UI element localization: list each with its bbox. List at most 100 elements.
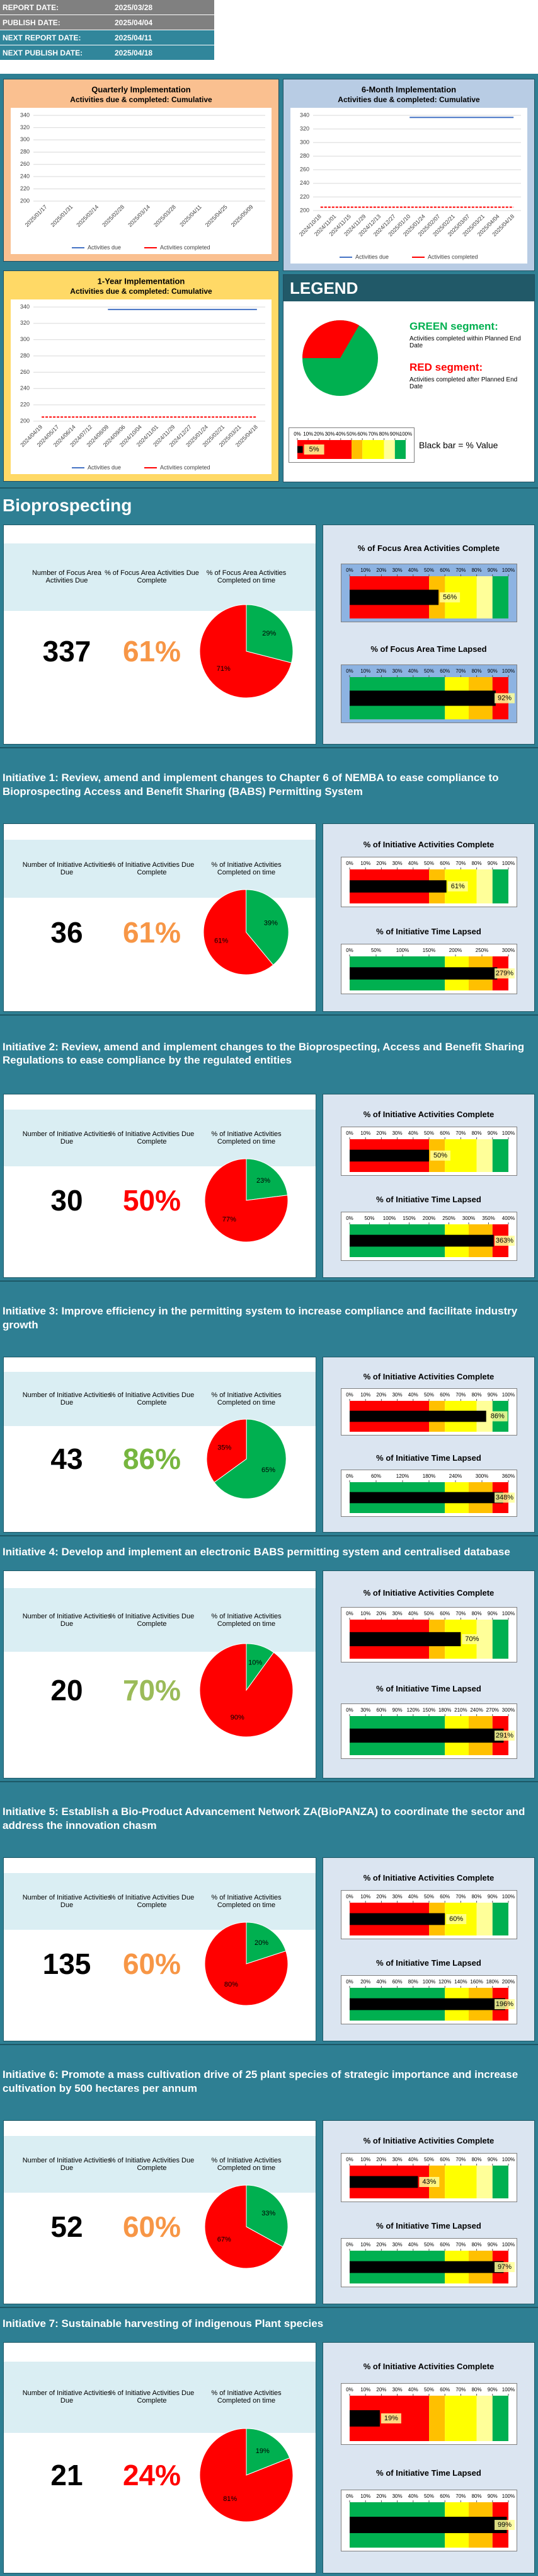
gauge-tick-label: 40% (408, 1611, 418, 1617)
pie-label: 61% (215, 937, 229, 945)
gauge-tick-label: 0% (346, 668, 353, 674)
gauge-tick-label: 100% (502, 2157, 515, 2162)
gauge-bar (350, 1149, 429, 1162)
y-tick-label: 220 (20, 185, 30, 192)
legend-label: Activities completed (160, 244, 210, 250)
date-row: NEXT REPORT DATE: 2025/04/11 (0, 30, 214, 45)
gauge-tick-label: 30% (392, 2242, 403, 2248)
gauge-tick-label: 40% (408, 2242, 418, 2248)
y-tick-label: 260 (20, 161, 30, 167)
section-body: Number of Initiative Activities Due% of … (0, 821, 538, 1014)
gauge-tick-label: 20% (376, 1130, 386, 1136)
gauge-tick-label: 70% (455, 668, 466, 674)
gauge: 0% 10% 20% 30% 40% 50% 60% 70% 80% 90% 100% 50% (341, 1127, 517, 1176)
gauge-tick-label: 0% (346, 567, 353, 573)
gauge-tick-label: 0% (346, 1130, 353, 1136)
gauge-tick-label: 80% (472, 2387, 482, 2393)
gauge-band (476, 1139, 493, 1172)
gauge-band (492, 1903, 508, 1935)
gauge-tick-label: 40% (336, 431, 346, 437)
gauge-tick-label: 60% (440, 2493, 450, 2499)
date-label: NEXT REPORT DATE: (3, 33, 81, 42)
column-header-band: Number of Initiative Activities Due% of … (4, 1873, 316, 1930)
gauge-tick-label: 80% (472, 2242, 482, 2248)
sections: Bioprospecting Number of Focus Area Activ… (0, 487, 538, 2576)
pie-chart: 65% 35% (206, 1419, 287, 1499)
gauge-title: % of Initiative Activities Complete (363, 1588, 495, 1598)
gauge-tick-label: 180% (423, 1473, 435, 1479)
date-row: PUBLISH DATE: 2025/04/04 (0, 15, 214, 30)
gauge-bar (350, 967, 498, 980)
gauge-tick-label: 80% (379, 431, 389, 437)
gauge-tick-label: 350% (482, 1215, 495, 1221)
gauge-tick-label: 0% (346, 2387, 353, 2393)
gauge-tick-label: 10% (360, 567, 370, 573)
gauge-tick-label: 30% (392, 1392, 403, 1398)
gauge-tick-label: 40% (408, 1392, 418, 1398)
pie-slice (246, 1158, 289, 1201)
gauge-tick-label: 90% (488, 2157, 498, 2162)
gauge-tick-label: 160% (470, 1979, 483, 1985)
gauge: 0% 50% 100% 150% 200% 250% 300% 279% (341, 944, 517, 995)
gauge-band (492, 1620, 508, 1659)
gauge: 0% 10% 20% 30% 40% 50% 60% 70% 80% 90% 100% 56% (341, 563, 517, 622)
gauge-band (394, 440, 406, 459)
gauge-tick-label: 80% (472, 1130, 482, 1136)
gauge-tick-label: 150% (403, 1215, 415, 1221)
gauge-title: % of Initiative Activities Complete (363, 2136, 495, 2145)
gauge-tick-label: 70% (455, 567, 466, 573)
gauge-tick-label: 100% (502, 2387, 515, 2393)
pie-label: 20% (255, 1939, 268, 1947)
summary-panel: Number of Focus Area Activities Due% of … (3, 525, 316, 745)
gauge-bar (297, 446, 303, 453)
column-header: % of Initiative Activities Due Complete (109, 861, 195, 876)
y-tick-label: 240 (300, 180, 309, 186)
section-header: Initiative 4: Develop and implement an e… (0, 1535, 538, 1568)
gauge-title: % of Focus Area Time Lapsed (370, 644, 487, 654)
gauge-tick-label: 100% (423, 1979, 435, 1985)
gauge-tick-label: 0% (346, 2493, 353, 2499)
gauge-tick-label: 50% (424, 2242, 434, 2248)
gauge-tick-label: 50% (424, 2387, 434, 2393)
gauge-tick-label: 50% (424, 2493, 434, 2499)
gauge-value-label: 60% (449, 1915, 463, 1923)
gauge-tick-label: 80% (408, 1979, 418, 1985)
gauge-panel: % of Initiative Activities Complete 0% 10%… (323, 2342, 535, 2573)
gauge-tick-label: 10% (360, 1611, 370, 1617)
gauge: 0% 10% 20% 30% 40% 50% 60% 70% 80% 90%100% 5% (289, 427, 415, 463)
column-header: Number of Initiative Activities Due (22, 861, 112, 876)
legend-label: Activities due (355, 253, 389, 260)
gauge-tick-label: 50% (424, 567, 434, 573)
column-header: % of Initiative Activities Completed on … (211, 1894, 282, 1909)
gauge-label-bg (381, 2413, 401, 2423)
pie-label: 77% (222, 1216, 236, 1224)
gauge-tick-label: 0% (294, 431, 301, 437)
pie-label: 33% (261, 2210, 275, 2217)
date-value: 2025/03/28 (115, 3, 153, 12)
gauge-tick-label: 270% (486, 1707, 499, 1713)
gauge-tick-label: 0% (346, 1473, 353, 1479)
pct-complete: 60% (122, 2210, 181, 2243)
gauge-tick-label: 90% (488, 2242, 498, 2248)
y-tick-label: 200 (20, 197, 30, 204)
gauge-tick-label: 10% (360, 2493, 370, 2499)
gauge-value-label: 86% (491, 1412, 505, 1420)
gauge-tick-label: 100% (502, 668, 515, 674)
gauge-title: % of Initiative Time Lapsed (376, 926, 481, 936)
legend-title: LEGEND (283, 275, 534, 301)
section-body: Number of Initiative Activities Due% of … (0, 2118, 538, 2307)
gauge-band (492, 576, 508, 618)
section-header: Initiative 2: Review, amend and implemen… (0, 1014, 538, 1091)
column-header-band: Number of Initiative Activities Due% of … (4, 1588, 316, 1652)
gauge-value-label: 19% (384, 2415, 398, 2422)
summary-panel: Number of Initiative Activities Due% of … (3, 2342, 316, 2573)
gauge-bar (350, 1410, 486, 1422)
chart-title: Quarterly Implementation (91, 84, 191, 94)
gauge-tick-label: 60% (357, 431, 367, 437)
gauge-tick-label: 250% (476, 948, 488, 953)
gauge-tick-label: 80% (472, 1611, 482, 1617)
pie-slice (199, 604, 292, 699)
gauge-band (492, 2395, 508, 2441)
gauge-tick-label: 70% (455, 861, 466, 866)
